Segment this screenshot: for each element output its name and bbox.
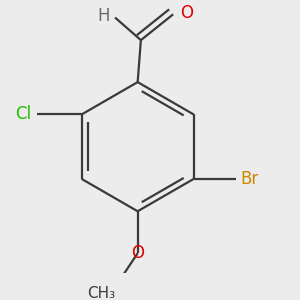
Text: H: H	[98, 7, 110, 25]
Text: CH₃: CH₃	[87, 286, 115, 300]
Text: O: O	[180, 4, 193, 22]
Text: O: O	[131, 244, 144, 262]
Text: Br: Br	[240, 170, 259, 188]
Text: Cl: Cl	[16, 105, 32, 123]
